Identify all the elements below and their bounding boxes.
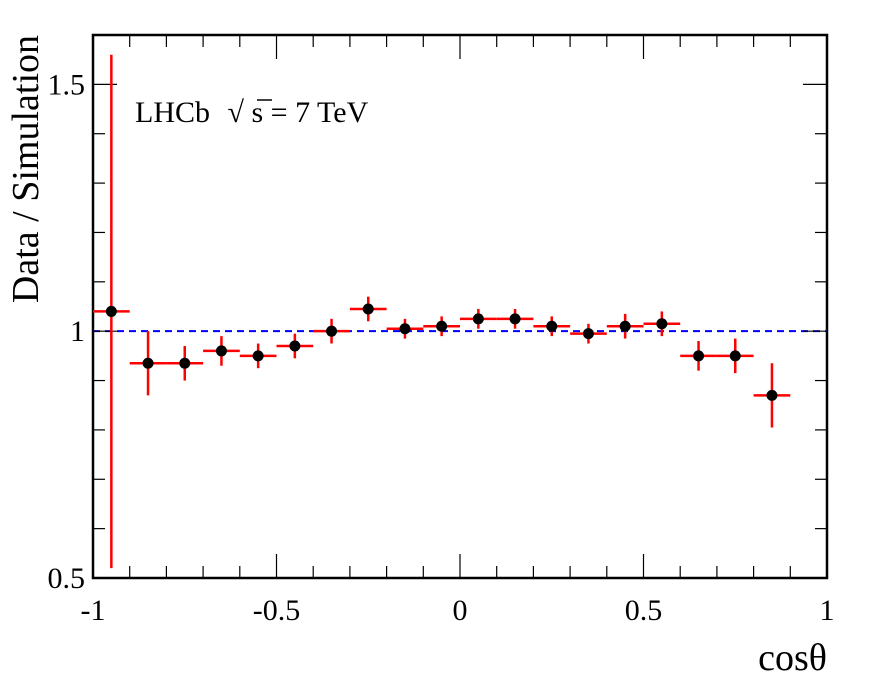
data-marker: [619, 320, 631, 332]
sqrt-symbol: √: [228, 96, 245, 129]
data-marker: [289, 340, 301, 352]
x-tick-label: -0.5: [253, 594, 301, 627]
axis-ticks: [92, 34, 828, 579]
data-marker: [766, 389, 778, 401]
data-marker: [472, 313, 484, 325]
data-point: [276, 333, 314, 359]
data-marker: [729, 350, 741, 362]
data-marker: [546, 320, 558, 332]
data-point: [93, 54, 130, 569]
data-marker: [142, 357, 154, 369]
sqrt-radicand: s: [251, 96, 263, 129]
y-tick-label: 0.5: [48, 562, 86, 595]
data-marker: [582, 328, 594, 340]
data-point: [239, 343, 277, 369]
data-points: [93, 54, 791, 569]
data-marker: [362, 303, 374, 315]
data-point: [533, 316, 571, 337]
data-point: [460, 308, 497, 329]
data-marker: [215, 345, 227, 357]
data-point: [129, 331, 167, 396]
data-point: [349, 296, 387, 322]
x-tick-label: 0.5: [625, 594, 663, 627]
data-point: [606, 313, 644, 339]
annotation-prefix: LHCb: [135, 96, 210, 129]
data-point: [423, 316, 460, 337]
data-marker: [436, 320, 448, 332]
data-marker: [656, 318, 668, 330]
tick-labels: -1 -0.5 0 0.5 1 0.5 1 1.5: [48, 68, 835, 627]
data-marker: [509, 313, 521, 325]
x-tick-label: 0: [453, 594, 468, 627]
y-tick-label: 1: [70, 315, 85, 348]
data-marker: [399, 323, 411, 335]
x-tick-label: -1: [81, 594, 106, 627]
data-point: [716, 338, 754, 374]
data-point: [203, 336, 240, 366]
data-point: [496, 308, 534, 329]
y-tick-label: 1.5: [48, 68, 86, 101]
data-point: [680, 341, 717, 371]
data-point: [166, 345, 204, 381]
data-marker: [252, 350, 264, 362]
data-point: [570, 323, 607, 344]
annotation-suffix: = 7 TeV: [271, 96, 369, 129]
data-point: [313, 318, 350, 344]
data-point: [643, 311, 681, 337]
data-marker: [179, 357, 191, 369]
data-marker: [326, 325, 338, 337]
data-point: [386, 318, 424, 339]
x-axis-title: cosθ: [758, 637, 827, 679]
annotation: LHCb √ s = 7 TeV: [135, 96, 369, 129]
y-axis-title: Data / Simulation: [5, 35, 47, 303]
data-marker: [105, 305, 117, 317]
data-point: [753, 363, 791, 428]
x-tick-label: 1: [820, 594, 835, 627]
data-marker: [693, 350, 705, 362]
